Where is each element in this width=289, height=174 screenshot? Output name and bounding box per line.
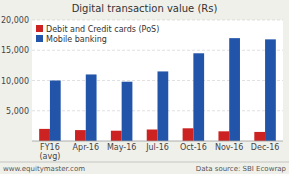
bar — [158, 71, 169, 141]
legend-label: Debit and Credit cards (PoS) — [46, 25, 159, 34]
x-tick-label-line: May-16 — [107, 143, 136, 152]
bar — [86, 74, 97, 141]
legend-swatch — [36, 25, 43, 32]
footer-text: www.equitymaster.com — [3, 165, 85, 173]
y-tick-label: 5,000 — [6, 107, 29, 116]
x-axis-line — [32, 141, 283, 142]
footer-rule — [0, 162, 289, 163]
x-tick-label-line: Dec-16 — [251, 143, 280, 152]
x-tick-label: May-16 — [107, 143, 136, 152]
y-tick-label: 20,000 — [1, 16, 29, 25]
x-tick-label-line: Jul-16 — [145, 143, 169, 152]
x-tick-label: Jul-16 — [145, 143, 169, 152]
bar — [50, 81, 61, 142]
bar — [229, 38, 240, 141]
bar — [75, 130, 86, 141]
title: Digital transaction value (Rs) — [72, 3, 218, 14]
bar — [147, 130, 158, 141]
legend-swatch — [36, 35, 43, 42]
grid-line — [32, 50, 283, 51]
x-tick-label: Nov-16 — [215, 143, 243, 152]
x-tick-label: Dec-16 — [251, 143, 280, 152]
y-tick-label: 15,000 — [1, 46, 29, 55]
y-tick-label: 10,000 — [1, 77, 29, 86]
bar — [183, 128, 194, 141]
bar — [254, 132, 265, 141]
grid-line — [32, 20, 283, 21]
x-tick-label: FY16(avg) — [39, 143, 60, 161]
x-tick-label: Oct-16 — [180, 143, 207, 152]
bar — [218, 131, 229, 141]
legend-label: Mobile banking — [46, 35, 107, 44]
bar — [111, 131, 122, 141]
x-tick-label-line: FY16 — [40, 143, 60, 152]
bar — [193, 53, 204, 141]
footer-text: Data source: SBI Ecowrap — [196, 165, 287, 173]
bar — [122, 82, 133, 141]
background — [0, 0, 289, 174]
x-tick-label-line: Oct-16 — [180, 143, 207, 152]
plot-area — [32, 20, 283, 141]
x-tick-label-line: (avg) — [39, 152, 60, 161]
x-tick-label-line: Nov-16 — [215, 143, 243, 152]
bar — [39, 129, 50, 141]
x-tick-label: Apr-16 — [73, 143, 99, 152]
bars — [39, 38, 276, 141]
x-tick-label-line: Apr-16 — [73, 143, 99, 152]
bar — [265, 39, 276, 141]
